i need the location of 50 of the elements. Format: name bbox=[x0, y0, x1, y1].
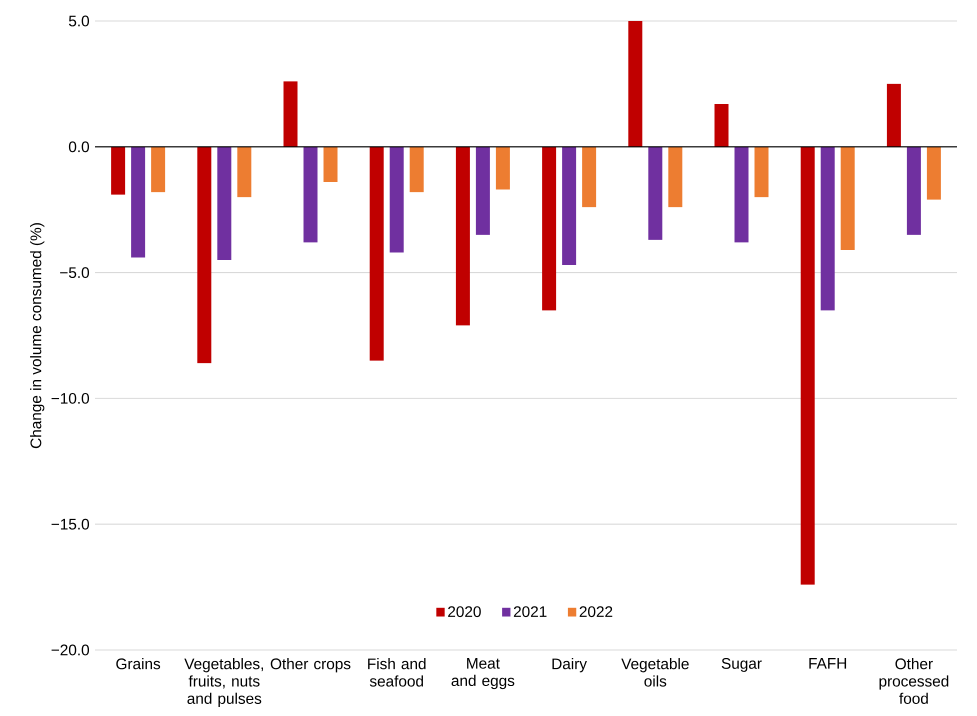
x-tick-label: Sugar bbox=[722, 658, 762, 672]
x-tick-label: Vegetable oils bbox=[621, 658, 689, 687]
bar bbox=[906, 146, 921, 235]
x-tick-label: Other crops bbox=[270, 658, 350, 672]
bar bbox=[800, 146, 815, 585]
y-axis-title: Change in volume consumed (%) bbox=[30, 223, 44, 448]
bar bbox=[542, 146, 556, 310]
x-tick-label: Other processed food bbox=[880, 658, 948, 704]
bar bbox=[410, 146, 424, 192]
y-tick-label: −5.0 bbox=[60, 267, 90, 278]
bar bbox=[840, 146, 855, 250]
bar bbox=[304, 146, 318, 242]
bar bbox=[734, 146, 749, 242]
bar bbox=[562, 146, 576, 266]
y-tick-label: 5.0 bbox=[68, 16, 90, 26]
y-tick-label: −15.0 bbox=[52, 518, 90, 530]
bar bbox=[820, 146, 835, 310]
bar bbox=[131, 146, 146, 258]
x-tick-label: Vegetables, fruits, nuts and pulses bbox=[184, 658, 263, 707]
legend-label: 2021 bbox=[514, 606, 546, 618]
x-tick-label: Grains bbox=[116, 658, 160, 670]
y-tick-label: 0.0 bbox=[68, 141, 90, 152]
legend-label: 2020 bbox=[448, 606, 481, 618]
bar bbox=[714, 104, 729, 147]
bar bbox=[628, 20, 642, 147]
legend-label: 2022 bbox=[580, 606, 612, 618]
x-tick-label: Fish and seafood bbox=[368, 658, 426, 687]
bar bbox=[284, 81, 298, 147]
bar bbox=[217, 146, 232, 260]
bar bbox=[476, 146, 490, 235]
bar bbox=[668, 146, 682, 208]
bar bbox=[648, 146, 662, 240]
bar bbox=[390, 146, 404, 252]
x-tick-label: FAFH bbox=[809, 658, 846, 669]
y-tick-label: −10.0 bbox=[52, 392, 90, 404]
bar bbox=[151, 146, 166, 192]
bar bbox=[197, 146, 212, 364]
bar bbox=[886, 84, 901, 147]
bar bbox=[754, 146, 769, 198]
bar bbox=[111, 146, 126, 195]
bar bbox=[370, 146, 384, 361]
x-tick-label: Meat and eggs bbox=[452, 658, 514, 690]
bar bbox=[237, 146, 252, 198]
bar bbox=[496, 146, 510, 190]
bar bbox=[926, 146, 941, 200]
bar bbox=[582, 146, 596, 208]
y-tick-label: −20.0 bbox=[52, 644, 90, 656]
x-tick-label: Dairy bbox=[552, 658, 587, 672]
bar bbox=[456, 146, 470, 326]
bar bbox=[324, 146, 338, 182]
